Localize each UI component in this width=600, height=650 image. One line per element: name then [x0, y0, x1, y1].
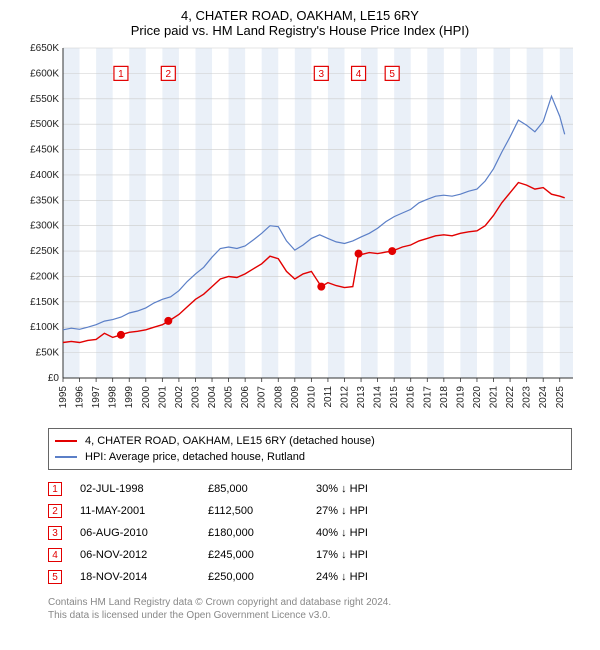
- transaction-date: 11-MAY-2001: [80, 505, 190, 517]
- attribution-line1: Contains HM Land Registry data © Crown c…: [48, 596, 572, 609]
- transaction-row: 4 06-NOV-2012 £245,000 17% ↓ HPI: [48, 544, 572, 566]
- legend-swatch-hpi: [55, 456, 77, 458]
- transaction-delta: 40% ↓ HPI: [316, 527, 368, 539]
- svg-text:2020: 2020: [472, 386, 483, 409]
- svg-text:2017: 2017: [422, 386, 433, 409]
- svg-text:2: 2: [166, 69, 172, 80]
- svg-text:£100K: £100K: [30, 322, 59, 333]
- svg-text:2000: 2000: [141, 386, 152, 409]
- svg-text:2015: 2015: [389, 386, 400, 409]
- chart-legend: 4, CHATER ROAD, OAKHAM, LE15 6RY (detach…: [48, 428, 572, 470]
- svg-text:1996: 1996: [75, 386, 86, 409]
- svg-text:2012: 2012: [339, 386, 350, 409]
- svg-text:1995: 1995: [58, 386, 69, 409]
- svg-text:2003: 2003: [190, 386, 201, 409]
- attribution: Contains HM Land Registry data © Crown c…: [48, 596, 572, 622]
- svg-text:£500K: £500K: [30, 119, 59, 130]
- svg-text:£150K: £150K: [30, 297, 59, 308]
- transaction-row: 3 06-AUG-2010 £180,000 40% ↓ HPI: [48, 522, 572, 544]
- transaction-price: £250,000: [208, 571, 298, 583]
- transaction-marker: 2: [48, 504, 62, 518]
- svg-text:2010: 2010: [306, 386, 317, 409]
- svg-text:2005: 2005: [224, 386, 235, 409]
- svg-text:2016: 2016: [406, 386, 417, 409]
- svg-text:2025: 2025: [555, 386, 566, 409]
- svg-text:3: 3: [319, 69, 325, 80]
- svg-text:2024: 2024: [538, 386, 549, 409]
- svg-text:1: 1: [118, 69, 124, 80]
- transaction-delta: 17% ↓ HPI: [316, 549, 368, 561]
- transactions-table: 1 02-JUL-1998 £85,000 30% ↓ HPI 2 11-MAY-2001…: [48, 478, 572, 588]
- attribution-line2: This data is licensed under the Open Gov…: [48, 609, 572, 622]
- svg-text:2002: 2002: [174, 386, 185, 409]
- svg-text:1998: 1998: [108, 386, 119, 409]
- legend-label-price-paid: 4, CHATER ROAD, OAKHAM, LE15 6RY (detach…: [85, 435, 375, 447]
- chart-title-main: 4, CHATER ROAD, OAKHAM, LE15 6RY: [8, 8, 592, 23]
- transaction-price: £245,000: [208, 549, 298, 561]
- svg-text:£600K: £600K: [30, 68, 59, 79]
- svg-text:2008: 2008: [273, 386, 284, 409]
- svg-text:£250K: £250K: [30, 246, 59, 257]
- transaction-row: 1 02-JUL-1998 £85,000 30% ↓ HPI: [48, 478, 572, 500]
- svg-text:£400K: £400K: [30, 170, 59, 181]
- svg-text:1997: 1997: [91, 386, 102, 409]
- svg-text:2014: 2014: [373, 386, 384, 409]
- transaction-marker: 5: [48, 570, 62, 584]
- legend-row-hpi: HPI: Average price, detached house, Rutl…: [55, 449, 565, 465]
- transaction-marker: 4: [48, 548, 62, 562]
- transaction-row: 2 11-MAY-2001 £112,500 27% ↓ HPI: [48, 500, 572, 522]
- svg-text:2011: 2011: [323, 386, 334, 408]
- transaction-row: 5 18-NOV-2014 £250,000 24% ↓ HPI: [48, 566, 572, 588]
- svg-text:£450K: £450K: [30, 145, 59, 156]
- svg-text:£550K: £550K: [30, 94, 59, 105]
- svg-text:2001: 2001: [157, 386, 168, 409]
- svg-text:4: 4: [356, 69, 362, 80]
- svg-text:2004: 2004: [207, 386, 218, 409]
- transaction-price: £180,000: [208, 527, 298, 539]
- legend-label-hpi: HPI: Average price, detached house, Rutl…: [85, 451, 305, 463]
- svg-text:2006: 2006: [240, 386, 251, 409]
- svg-text:2013: 2013: [356, 386, 367, 409]
- svg-text:£300K: £300K: [30, 221, 59, 232]
- price-chart: £0 £50K £100K £150K £200K £250K £300K £350K £400…: [19, 42, 581, 422]
- svg-text:2009: 2009: [290, 386, 301, 409]
- svg-text:£350K: £350K: [30, 195, 59, 206]
- transaction-price: £85,000: [208, 483, 298, 495]
- svg-text:£650K: £650K: [30, 43, 59, 54]
- transaction-date: 02-JUL-1998: [80, 483, 190, 495]
- svg-text:1999: 1999: [124, 386, 135, 409]
- transaction-marker: 3: [48, 526, 62, 540]
- svg-text:2021: 2021: [489, 386, 500, 409]
- svg-text:2023: 2023: [522, 386, 533, 409]
- legend-row-price-paid: 4, CHATER ROAD, OAKHAM, LE15 6RY (detach…: [55, 433, 565, 449]
- transaction-date: 18-NOV-2014: [80, 571, 190, 583]
- svg-text:£200K: £200K: [30, 271, 59, 282]
- transaction-date: 06-NOV-2012: [80, 549, 190, 561]
- legend-swatch-price-paid: [55, 440, 77, 442]
- svg-text:2007: 2007: [257, 386, 268, 409]
- transaction-marker: 1: [48, 482, 62, 496]
- svg-text:2018: 2018: [439, 386, 450, 409]
- chart-title-sub: Price paid vs. HM Land Registry's House …: [8, 23, 592, 38]
- svg-text:2019: 2019: [455, 386, 466, 409]
- svg-text:£0: £0: [48, 373, 60, 384]
- svg-text:5: 5: [389, 69, 395, 80]
- transaction-date: 06-AUG-2010: [80, 527, 190, 539]
- chart-svg: £0 £50K £100K £150K £200K £250K £300K £350K £400…: [19, 42, 581, 422]
- transaction-delta: 27% ↓ HPI: [316, 505, 368, 517]
- transaction-delta: 30% ↓ HPI: [316, 483, 368, 495]
- transaction-price: £112,500: [208, 505, 298, 517]
- transaction-delta: 24% ↓ HPI: [316, 571, 368, 583]
- svg-text:£50K: £50K: [36, 348, 60, 359]
- svg-text:2022: 2022: [505, 386, 516, 409]
